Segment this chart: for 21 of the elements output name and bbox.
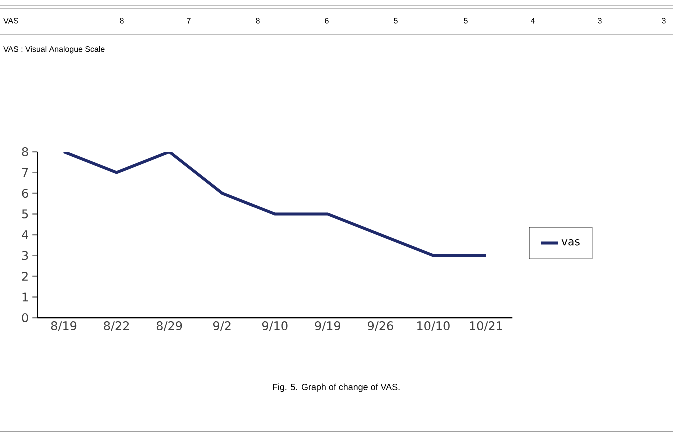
y-tick-label: 4 [22, 230, 28, 240]
y-tick-label: 3 [22, 251, 28, 260]
y-tick-label: 5 [22, 210, 28, 219]
x-tick-label: 10/10 [418, 322, 450, 332]
y-tick-label: 2 [22, 272, 28, 281]
x-tick-label: 8/29 [156, 322, 182, 332]
y-tick-label: 7 [22, 168, 28, 178]
line-series [62, 152, 488, 258]
x-tick-label: 9/2 [213, 322, 231, 332]
x-tick-label: 10/21 [470, 322, 502, 332]
x-tick-label: 8/19 [51, 322, 77, 332]
x-tick-label: 8/22 [104, 322, 130, 332]
caption: Fig. 5. Graph of change of VAS. [273, 384, 400, 392]
x-tick-label: 9/19 [315, 322, 340, 332]
x-tick-label: 9/26 [368, 322, 394, 332]
y-tick-label: 6 [22, 188, 28, 198]
y-tick-label: 1 [22, 292, 28, 302]
legend-label: vas [562, 239, 580, 246]
y-tick-label: 0 [22, 313, 28, 323]
y-tick-label: 8 [22, 147, 28, 157]
x-tick-label: 9/10 [262, 322, 288, 332]
